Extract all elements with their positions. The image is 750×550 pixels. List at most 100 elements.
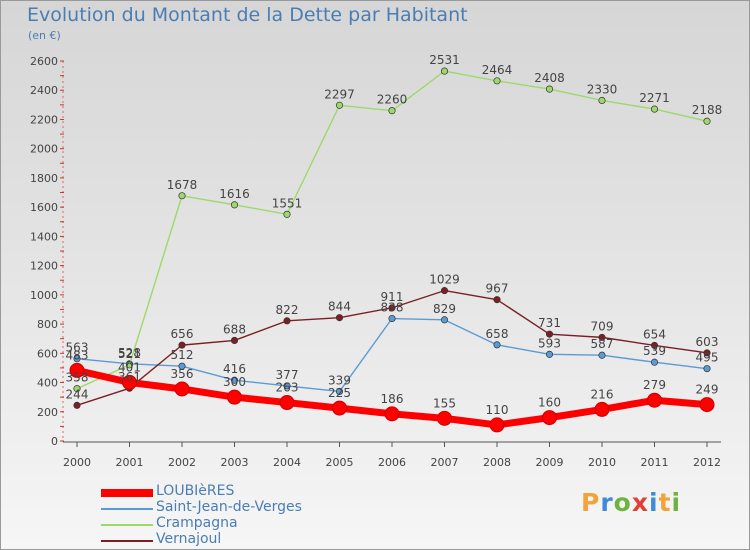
data-label-saint-jean-de-verges: 838 — [381, 301, 404, 315]
data-label-crampagna: 2260 — [377, 93, 408, 107]
data-point-crampagna — [178, 192, 186, 200]
data-label-saint-jean-de-verges: 495 — [696, 351, 719, 365]
logo-letter: t — [658, 488, 672, 517]
data-point-saint-jean-de-verges — [335, 387, 344, 396]
data-label-vernajoul: 244 — [66, 387, 89, 401]
data-point-vernajoul — [283, 317, 291, 325]
data-point-crampagna — [650, 105, 659, 113]
data-label-crampagna: 521 — [118, 347, 141, 361]
data-label-crampagna: 1551 — [272, 196, 303, 210]
data-label-loubi-res: 216 — [591, 387, 614, 401]
data-label-saint-jean-de-verges: 587 — [591, 337, 614, 351]
x-tick-label: 2002 — [168, 456, 196, 469]
logo-letter: r — [600, 488, 614, 517]
data-point-saint-jean-de-verges — [440, 316, 449, 324]
data-point-saint-jean-de-verges — [493, 341, 501, 349]
logo-letter: i — [649, 488, 659, 517]
data-label-vernajoul: 822 — [276, 303, 299, 317]
data-label-loubi-res: 279 — [643, 378, 666, 392]
y-tick-label: 600 — [37, 347, 58, 360]
data-label-loubi-res: 300 — [223, 375, 246, 389]
data-point-vernajoul — [703, 349, 711, 357]
data-point-crampagna — [335, 101, 344, 109]
proxiti-logo: Proxiti — [581, 488, 681, 517]
x-tick-label: 2003 — [221, 456, 249, 469]
data-label-saint-jean-de-verges: 563 — [66, 341, 89, 355]
data-label-vernajoul: 654 — [643, 327, 666, 341]
data-label-saint-jean-de-verges: 512 — [171, 348, 194, 362]
data-label-loubi-res: 186 — [381, 392, 404, 406]
data-point-crampagna — [283, 210, 291, 218]
y-tick-label: 2600 — [30, 55, 58, 68]
data-point-crampagna — [388, 107, 396, 115]
data-point-crampagna — [230, 201, 239, 209]
data-point-vernajoul — [388, 304, 396, 312]
logo-letter: o — [613, 488, 632, 517]
data-point-saint-jean-de-verges — [598, 351, 606, 359]
data-label-loubi-res: 263 — [276, 381, 299, 395]
y-tick-label: 1400 — [30, 230, 58, 243]
data-point-saint-jean-de-verges — [388, 314, 396, 323]
data-label-crampagna: 2531 — [429, 53, 460, 67]
data-point-saint-jean-de-verges — [230, 376, 239, 384]
data-point-crampagna — [440, 67, 449, 75]
data-label-crampagna: 1678 — [167, 178, 198, 192]
y-tick-label: 200 — [37, 406, 58, 419]
data-point-saint-jean-de-verges — [703, 365, 711, 373]
data-point-crampagna — [125, 361, 134, 369]
data-label-vernajoul: 731 — [538, 316, 561, 330]
logo-letter: i — [671, 488, 682, 517]
data-point-saint-jean-de-verges — [545, 350, 554, 358]
data-point-loubi-res — [594, 401, 610, 417]
data-label-saint-jean-de-verges: 539 — [643, 344, 666, 358]
data-label-saint-jean-de-verges: 377 — [276, 368, 299, 382]
legend-swatch — [101, 489, 153, 497]
data-label-crampagna: 358 — [66, 371, 89, 385]
data-point-saint-jean-de-verges — [178, 362, 186, 370]
data-point-loubi-res — [437, 410, 452, 426]
data-point-saint-jean-de-verges — [650, 358, 659, 366]
data-point-loubi-res — [647, 392, 662, 408]
data-point-crampagna — [493, 77, 501, 85]
data-label-vernajoul: 967 — [486, 282, 509, 296]
legend-swatch — [101, 508, 153, 510]
x-tick-label: 2005 — [326, 456, 354, 469]
data-point-loubi-res — [542, 410, 557, 426]
data-label-loubi-res: 160 — [538, 396, 561, 410]
legend-label: Vernajoul — [156, 531, 222, 547]
x-tick-label: 2004 — [273, 456, 301, 469]
data-point-loubi-res — [69, 362, 85, 378]
y-tick-label: 1000 — [30, 289, 58, 302]
data-point-vernajoul — [230, 336, 239, 344]
data-point-vernajoul — [545, 330, 554, 338]
x-tick-label: 2010 — [588, 456, 616, 469]
data-label-vernajoul: 709 — [591, 319, 614, 333]
data-point-loubi-res — [122, 374, 137, 390]
data-point-loubi-res — [384, 406, 400, 422]
data-label-saint-jean-de-verges: 658 — [486, 327, 509, 341]
data-label-crampagna: 2330 — [587, 82, 618, 96]
data-point-saint-jean-de-verges — [283, 382, 291, 390]
y-tick-label: 1200 — [30, 260, 58, 273]
x-tick-label: 2008 — [483, 456, 511, 469]
data-point-crampagna — [598, 96, 606, 105]
data-point-loubi-res — [227, 389, 242, 405]
legend-label: Crampagna — [156, 515, 238, 531]
data-point-vernajoul — [178, 341, 186, 349]
data-point-saint-jean-de-verges — [73, 355, 81, 363]
data-point-crampagna — [545, 85, 554, 93]
legend-swatch — [101, 524, 153, 526]
data-label-loubi-res: 483 — [66, 348, 89, 362]
data-point-loubi-res — [699, 397, 715, 413]
data-label-saint-jean-de-verges: 528 — [118, 346, 141, 360]
x-tick-label: 2000 — [63, 456, 91, 469]
y-tick-label: 2000 — [30, 143, 58, 156]
chart-subtitle: (en €) — [28, 29, 61, 42]
data-label-loubi-res: 249 — [696, 383, 719, 397]
data-label-crampagna: 2408 — [534, 71, 565, 85]
data-label-crampagna: 1616 — [219, 187, 250, 201]
data-point-vernajoul — [335, 314, 344, 322]
data-label-vernajoul: 1029 — [429, 273, 460, 287]
